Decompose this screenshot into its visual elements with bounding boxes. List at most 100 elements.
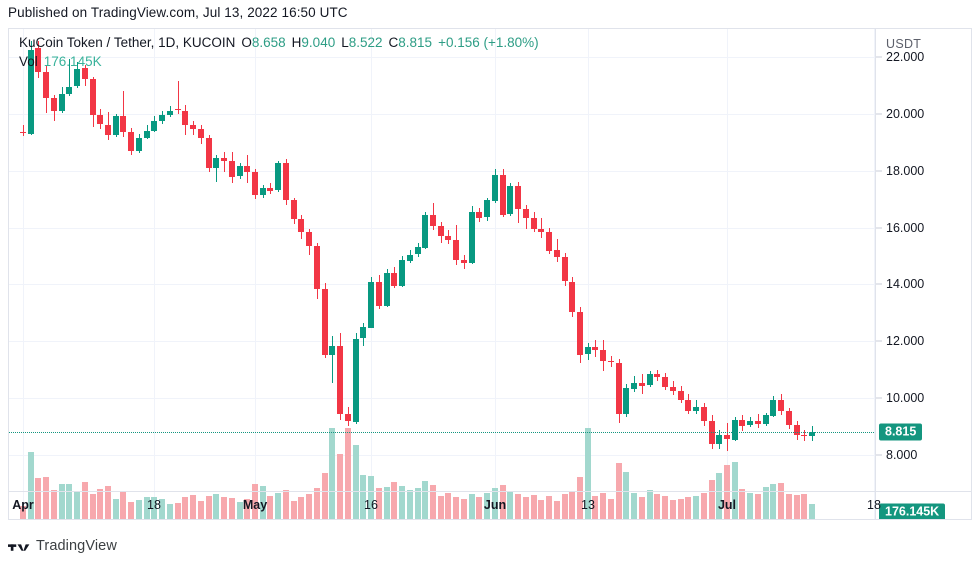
grid-line-vertical <box>874 29 875 519</box>
volume-bar <box>693 496 699 519</box>
candlestick <box>175 109 181 110</box>
tradingview-logo-icon <box>8 543 30 551</box>
price-tick-label: 10.000 <box>886 391 925 405</box>
volume-bar <box>190 495 196 519</box>
candlestick <box>786 411 792 425</box>
volume-bar <box>407 490 413 519</box>
price-axis[interactable]: USDT 22.000 20.000 18.000 16.000 14.000 12.00… <box>875 29 971 519</box>
candle-wick <box>224 152 225 172</box>
candlestick <box>329 346 335 355</box>
volume-bar <box>585 428 591 519</box>
volume-bar <box>391 482 397 519</box>
volume-bar <box>198 501 204 519</box>
volume-bar <box>384 487 390 519</box>
price-tick-mark <box>876 113 882 115</box>
candlestick <box>206 138 212 168</box>
candle-wick <box>216 155 217 182</box>
price-tick-mark <box>876 227 882 229</box>
candlestick <box>59 94 65 111</box>
volume-bar <box>298 497 304 519</box>
candle-wick <box>23 125 24 136</box>
candlestick <box>469 212 475 263</box>
volume-bar <box>221 497 227 519</box>
chart-plot-area[interactable] <box>9 29 876 519</box>
candlestick <box>453 240 459 260</box>
candlestick <box>585 347 591 354</box>
candlestick <box>368 282 374 328</box>
candlestick <box>74 69 80 86</box>
candlestick <box>515 186 521 209</box>
candlestick <box>770 400 776 416</box>
candlestick <box>182 111 188 125</box>
volume-bar <box>453 497 459 519</box>
candlestick <box>252 172 258 195</box>
candlestick <box>298 219 304 232</box>
candlestick <box>569 282 575 312</box>
volume-bar <box>701 493 707 519</box>
candlestick <box>360 327 366 338</box>
time-axis[interactable]: Apr 18 May 16 Jun 13 Jul 18 <box>9 491 971 519</box>
volume-bar <box>345 428 351 519</box>
grid-line-horizontal <box>9 114 876 115</box>
time-tick-label: 18 <box>147 498 161 512</box>
volume-bar <box>51 490 57 519</box>
grid-line-horizontal <box>9 57 876 58</box>
candlestick <box>685 400 691 411</box>
candlestick <box>562 257 568 281</box>
volume-bar <box>678 499 684 519</box>
candlestick <box>639 383 645 386</box>
volume-bar <box>507 491 513 519</box>
candlestick <box>647 374 653 385</box>
volume-bar <box>438 496 444 519</box>
volume-bar <box>422 481 428 519</box>
grid-line-vertical <box>154 29 155 519</box>
candlestick <box>763 415 769 424</box>
current-volume-badge[interactable]: 176.145K <box>879 503 946 519</box>
price-tick-mark <box>876 397 882 399</box>
volume-bar <box>151 497 157 519</box>
volume-bar <box>577 477 583 519</box>
price-tick-mark <box>876 170 882 172</box>
time-tick-label: 16 <box>364 498 378 512</box>
candlestick <box>507 186 513 214</box>
candlestick <box>391 273 397 286</box>
candlestick <box>577 312 583 355</box>
candlestick <box>670 387 676 391</box>
volume-bar <box>213 494 219 519</box>
volume-bar <box>631 493 637 519</box>
candlestick <box>51 98 57 111</box>
volume-bar <box>747 493 753 519</box>
volume-bar <box>445 493 451 519</box>
volume-bar <box>786 494 792 519</box>
grid-line-vertical <box>727 29 728 519</box>
volume-bar <box>136 500 142 519</box>
candlestick <box>120 116 126 132</box>
volume-bar <box>128 502 134 519</box>
candlestick <box>113 116 119 135</box>
volume-bar <box>43 477 49 519</box>
grid-line-vertical <box>588 29 589 519</box>
current-price-badge[interactable]: 8.815 <box>879 423 923 441</box>
price-tick-label: 12.000 <box>886 334 925 348</box>
volume-bar <box>554 501 560 519</box>
candlestick <box>345 414 351 421</box>
candlestick <box>43 72 49 98</box>
candlestick <box>616 363 622 414</box>
time-tick-label: Jul <box>717 498 737 512</box>
candlestick <box>500 175 506 215</box>
volume-bar <box>709 480 715 519</box>
price-tick-label: 22.000 <box>886 50 925 64</box>
candlestick <box>523 209 529 218</box>
candlestick <box>438 226 444 236</box>
candlestick <box>430 215 436 226</box>
candlestick <box>415 247 421 254</box>
candlestick <box>28 50 34 134</box>
volume-bar <box>267 496 273 519</box>
candlestick <box>159 115 165 121</box>
volume-bar <box>670 500 676 519</box>
candlestick <box>461 260 467 263</box>
candlestick <box>322 289 328 355</box>
volume-bar <box>360 475 366 519</box>
candlestick <box>492 175 498 201</box>
volume-bar <box>82 482 88 519</box>
